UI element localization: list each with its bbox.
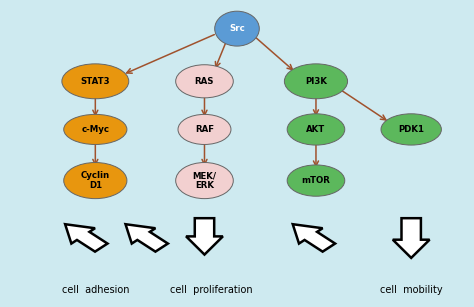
Ellipse shape bbox=[64, 115, 127, 145]
Text: cell  adhesion: cell adhesion bbox=[62, 286, 129, 295]
Text: Cyclin
D1: Cyclin D1 bbox=[81, 171, 110, 190]
Polygon shape bbox=[393, 218, 429, 258]
Polygon shape bbox=[65, 224, 108, 252]
Ellipse shape bbox=[284, 64, 347, 99]
Text: c-Myc: c-Myc bbox=[82, 125, 109, 134]
Text: PI3K: PI3K bbox=[305, 77, 327, 86]
Text: cell  proliferation: cell proliferation bbox=[170, 286, 253, 295]
Text: Src: Src bbox=[229, 24, 245, 33]
Polygon shape bbox=[293, 224, 335, 252]
Text: MEK/
ERK: MEK/ ERK bbox=[192, 171, 217, 190]
Ellipse shape bbox=[176, 162, 233, 199]
Text: STAT3: STAT3 bbox=[81, 77, 110, 86]
Text: AKT: AKT bbox=[306, 125, 326, 134]
Ellipse shape bbox=[64, 162, 127, 199]
Polygon shape bbox=[186, 218, 223, 255]
Ellipse shape bbox=[287, 114, 345, 145]
Text: cell  mobility: cell mobility bbox=[380, 286, 443, 295]
Polygon shape bbox=[126, 224, 168, 252]
Ellipse shape bbox=[178, 115, 231, 145]
Text: RAF: RAF bbox=[195, 125, 214, 134]
Text: mTOR: mTOR bbox=[301, 176, 330, 185]
Ellipse shape bbox=[381, 114, 441, 145]
Text: RAS: RAS bbox=[195, 77, 214, 86]
Ellipse shape bbox=[287, 165, 345, 196]
Ellipse shape bbox=[62, 64, 129, 99]
Text: PDK1: PDK1 bbox=[398, 125, 424, 134]
Ellipse shape bbox=[215, 11, 259, 46]
Ellipse shape bbox=[176, 65, 233, 98]
